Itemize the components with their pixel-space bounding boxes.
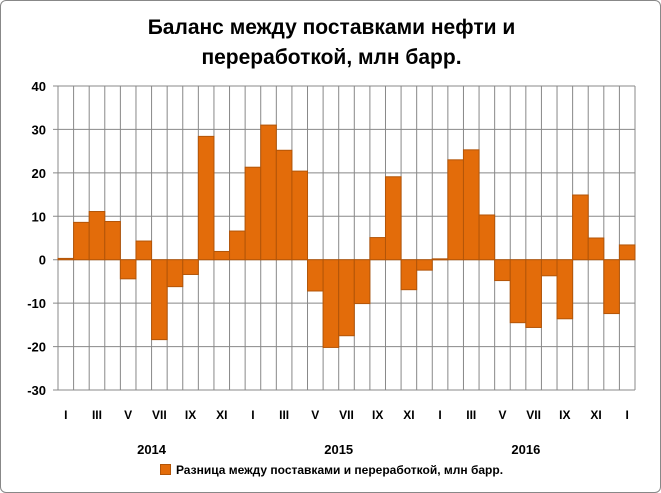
bar bbox=[119, 259, 137, 280]
x-tick-label: I bbox=[251, 408, 254, 422]
bar bbox=[197, 135, 215, 261]
bar bbox=[338, 259, 355, 337]
title-line-1: Баланс между поставками нефти и bbox=[147, 16, 516, 39]
x-tick-label: V bbox=[311, 408, 319, 422]
y-tick-label: 40 bbox=[32, 79, 46, 94]
x-tick-label: IX bbox=[185, 408, 196, 422]
x-tick-label: III bbox=[466, 408, 476, 422]
bar bbox=[244, 166, 262, 261]
x-tick-label: IX bbox=[372, 408, 383, 422]
bar bbox=[322, 259, 340, 348]
bar bbox=[478, 214, 496, 261]
bar bbox=[556, 259, 574, 320]
legend-label: Разница между поставками и переработкой,… bbox=[175, 463, 504, 477]
y-tick-label: 30 bbox=[32, 122, 46, 137]
x-tick-label: I bbox=[626, 408, 629, 422]
x-tick-label: I bbox=[438, 408, 441, 422]
bar bbox=[384, 176, 402, 261]
y-tick-label: 10 bbox=[32, 209, 46, 224]
bar bbox=[213, 250, 231, 261]
bar bbox=[275, 149, 293, 261]
x-tick-label: III bbox=[92, 408, 102, 422]
bar bbox=[431, 258, 449, 261]
bar bbox=[400, 259, 418, 291]
bar bbox=[151, 259, 168, 341]
bar bbox=[88, 211, 106, 261]
bar bbox=[447, 159, 464, 261]
y-tick-label: -20 bbox=[27, 340, 46, 355]
bar bbox=[353, 259, 371, 305]
y-tick-label: -10 bbox=[27, 296, 46, 311]
x-tick-label: VII bbox=[152, 408, 167, 422]
bar bbox=[307, 259, 324, 292]
y-tick-label: -30 bbox=[27, 383, 46, 398]
bar bbox=[229, 230, 246, 261]
bar bbox=[572, 194, 589, 261]
bar bbox=[291, 170, 309, 261]
bar bbox=[73, 221, 90, 261]
bar bbox=[416, 259, 433, 271]
bar bbox=[587, 237, 605, 261]
bar bbox=[166, 259, 184, 288]
x-tick-label: XI bbox=[590, 408, 601, 422]
chart-title: Баланс между поставками нефти и перерабо… bbox=[1, 13, 660, 73]
legend: Разница между поставками и переработкой,… bbox=[1, 463, 660, 477]
x-tick-label: VII bbox=[339, 408, 354, 422]
legend-swatch bbox=[159, 464, 171, 475]
year-label: 2014 bbox=[137, 442, 167, 457]
bar bbox=[260, 124, 277, 261]
x-tick-label: I bbox=[64, 408, 67, 422]
bar bbox=[104, 220, 121, 261]
bar bbox=[509, 259, 527, 324]
year-label: 2016 bbox=[511, 442, 540, 457]
bar bbox=[618, 244, 636, 261]
bar bbox=[462, 149, 480, 261]
bar bbox=[525, 259, 542, 328]
bar bbox=[494, 259, 511, 282]
x-tick-label: VII bbox=[526, 408, 541, 422]
bar bbox=[182, 259, 199, 275]
bar bbox=[369, 237, 386, 261]
year-label: 2015 bbox=[324, 442, 353, 457]
x-tick-label: XI bbox=[403, 408, 414, 422]
x-tick-label: V bbox=[498, 408, 506, 422]
x-tick-label: XI bbox=[216, 408, 227, 422]
y-tick-label: 20 bbox=[32, 166, 46, 181]
bar bbox=[540, 259, 558, 277]
x-tick-label: IX bbox=[559, 408, 570, 422]
title-line-2: переработкой, млн барр. bbox=[201, 46, 462, 69]
bar bbox=[57, 257, 75, 261]
x-tick-label: V bbox=[124, 408, 132, 422]
bar bbox=[135, 240, 153, 261]
bar bbox=[603, 259, 620, 315]
y-tick-label: 0 bbox=[39, 253, 46, 268]
x-tick-label: III bbox=[279, 408, 289, 422]
